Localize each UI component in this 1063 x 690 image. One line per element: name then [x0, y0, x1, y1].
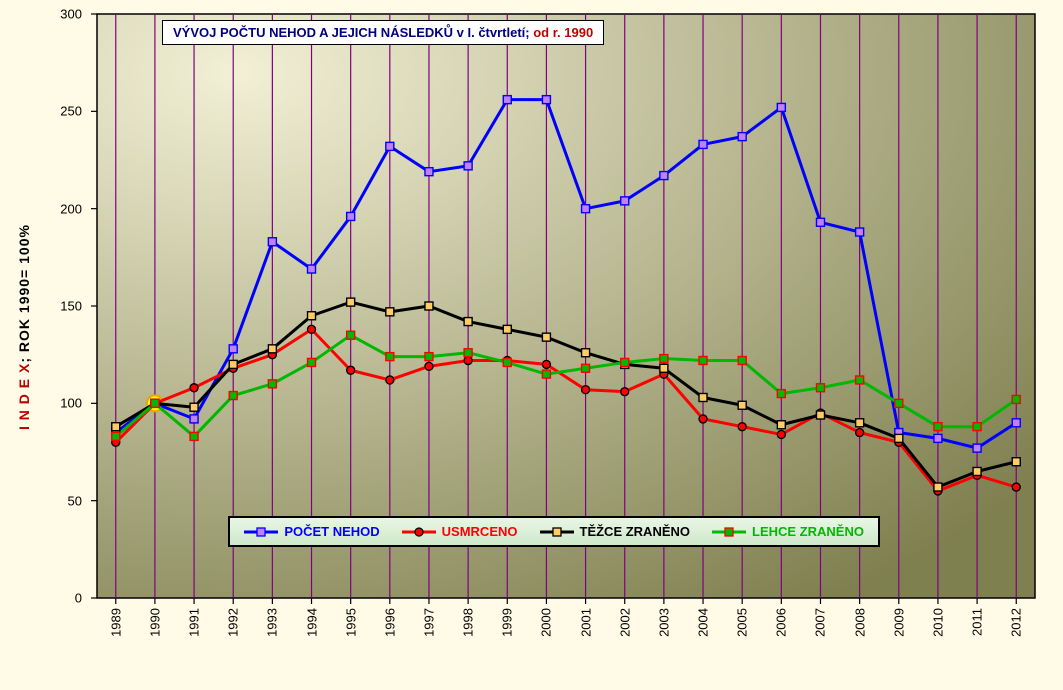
x-tick-label: 1999	[500, 608, 515, 637]
x-tick-label: 1990	[147, 608, 162, 637]
y-tick-label: 0	[12, 591, 82, 606]
legend-label: TĚŽCE ZRANĚNO	[580, 524, 691, 539]
x-tick-label: 2003	[656, 608, 671, 637]
y-tick-label: 300	[12, 7, 82, 22]
x-tick-label: 1991	[187, 608, 202, 637]
y-axis-title-black: ; ROK 1990= 100%	[16, 224, 32, 363]
legend-label: POČET NEHOD	[284, 524, 379, 539]
y-tick-label: 50	[12, 493, 82, 508]
x-tick-label: 2011	[970, 608, 985, 636]
legend-item: USMRCENO	[402, 524, 518, 539]
x-tick-label: 2008	[852, 608, 867, 637]
x-tick-label: 1989	[108, 608, 123, 637]
legend: POČET NEHOD USMRCENO TĚŽCE ZRANĚNO LEHCE ZR…	[228, 516, 880, 547]
legend-item: POČET NEHOD	[244, 524, 379, 539]
x-tick-label: 1994	[304, 608, 319, 637]
x-tick-label: 1997	[421, 608, 436, 637]
plot-svg	[82, 8, 1050, 644]
legend-swatch	[540, 525, 574, 539]
y-tick-label: 250	[12, 104, 82, 119]
y-tick-label: 100	[12, 396, 82, 411]
chart-title-box: VÝVOJ POČTU NEHOD A JEJICH NÁSLEDKŮ v I.…	[162, 20, 604, 45]
legend-label: USMRCENO	[442, 524, 518, 539]
legend-label: LEHCE ZRANĚNO	[752, 524, 864, 539]
x-tick-label: 1992	[226, 608, 241, 637]
x-tick-label: 2006	[774, 608, 789, 637]
chart-title-suffix: od r. 1990	[533, 25, 593, 40]
x-tick-label: 2007	[813, 608, 828, 637]
x-tick-label: 2000	[539, 608, 554, 637]
x-tick-label: 2005	[735, 608, 750, 637]
x-tick-label: 2002	[617, 608, 632, 637]
y-tick-label: 200	[12, 201, 82, 216]
x-tick-label: 1996	[382, 608, 397, 637]
legend-swatch	[712, 525, 746, 539]
x-tick-label: 2012	[1009, 608, 1024, 637]
plot-area: VÝVOJ POČTU NEHOD A JEJICH NÁSLEDKŮ v I.…	[82, 8, 1050, 644]
legend-item: TĚŽCE ZRANĚNO	[540, 524, 691, 539]
x-tick-label: 2001	[578, 608, 593, 637]
legend-swatch	[402, 525, 436, 539]
legend-item: LEHCE ZRANĚNO	[712, 524, 864, 539]
x-tick-label: 2010	[930, 608, 945, 637]
legend-swatch	[244, 525, 278, 539]
x-tick-label: 1993	[265, 608, 280, 637]
x-tick-label: 2004	[696, 608, 711, 637]
chart-title-main: VÝVOJ POČTU NEHOD A JEJICH NÁSLEDKŮ v I.…	[173, 25, 533, 40]
y-tick-label: 150	[12, 299, 82, 314]
x-tick-label: 1995	[343, 608, 358, 637]
x-tick-label: 1998	[461, 608, 476, 637]
chart-frame: I N D E X; ROK 1990= 100% VÝVOJ POČTU NE…	[0, 0, 1063, 690]
x-tick-label: 2009	[891, 608, 906, 637]
